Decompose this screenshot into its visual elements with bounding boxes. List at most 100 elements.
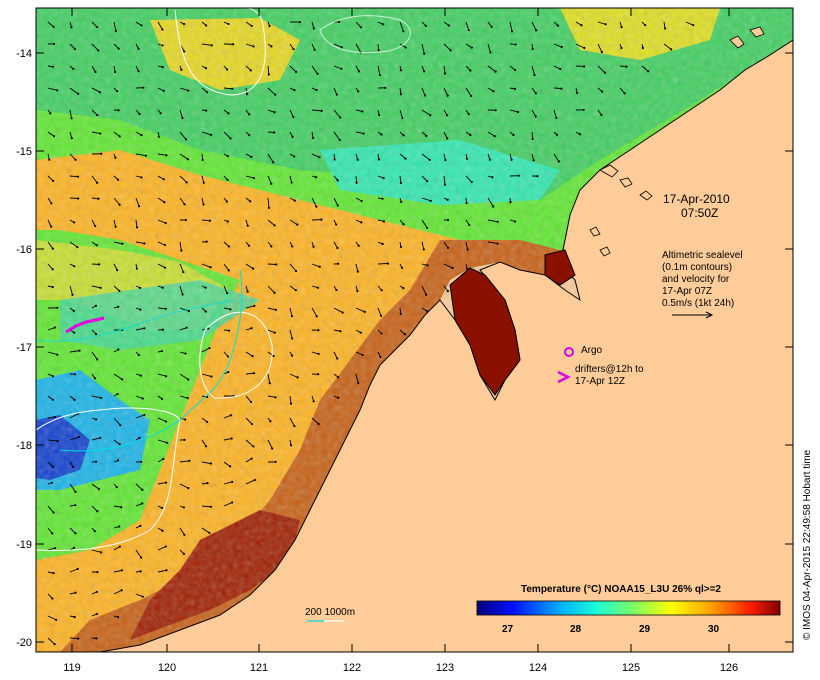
- velocity-arrowhead: [363, 310, 366, 314]
- velocity-arrowhead: [252, 267, 255, 270]
- velocity-arrowhead: [139, 556, 143, 559]
- velocity-arrowhead: [531, 47, 534, 50]
- velocity-arrowhead: [225, 68, 229, 71]
- argo-label: Argo: [581, 345, 603, 356]
- velocity-arrowhead: [380, 289, 383, 292]
- velocity-arrowhead: [163, 243, 167, 247]
- velocity-arrow: [179, 87, 189, 92]
- velocity-arrowhead: [270, 245, 273, 248]
- velocity-arrowhead: [140, 24, 143, 27]
- velocity-arrow: [289, 329, 293, 339]
- velocity-arrowhead: [226, 355, 229, 358]
- velocity-arrowhead: [399, 69, 403, 72]
- velocity-arrowhead: [289, 444, 293, 447]
- velocity-arrow: [377, 307, 382, 317]
- velocity-arrow: [531, 131, 534, 139]
- velocity-arrow: [135, 503, 143, 507]
- velocity-arrowhead: [188, 459, 191, 462]
- velocity-arrowhead: [250, 327, 253, 330]
- velocity-arrowhead: [250, 422, 254, 426]
- velocity-arrow: [47, 21, 54, 28]
- velocity-arrowhead: [400, 200, 403, 203]
- velocity-arrowhead: [164, 221, 167, 225]
- velocity-arrowhead: [161, 286, 164, 289]
- velocity-arrow: [179, 327, 187, 331]
- axis-ticks: [36, 8, 793, 652]
- velocity-arrow: [91, 43, 99, 51]
- velocity-arrowhead: [49, 112, 52, 115]
- velocity-arrowhead: [359, 331, 362, 334]
- velocity-arrowhead: [118, 545, 121, 548]
- velocity-arrow: [201, 505, 211, 508]
- velocity-arrowhead: [341, 311, 344, 314]
- velocity-arrow: [179, 527, 185, 536]
- velocity-arrow: [267, 65, 270, 75]
- y-tick-label: -15: [16, 146, 32, 158]
- velocity-arrow: [179, 395, 188, 399]
- velocity-arrowhead: [99, 132, 102, 135]
- velocity-arrow: [267, 329, 275, 334]
- velocity-arrow: [421, 43, 425, 54]
- velocity-arrowhead: [356, 289, 359, 292]
- velocity-arrowhead: [425, 134, 428, 137]
- velocity-arrow: [69, 637, 79, 640]
- velocity-arrowhead: [73, 373, 76, 376]
- velocity-arrowhead: [93, 377, 97, 380]
- velocity-arrow: [179, 285, 184, 295]
- velocity-arrow: [47, 219, 52, 227]
- velocity-arrowhead: [116, 178, 120, 181]
- velocity-arrowhead: [296, 376, 299, 379]
- velocity-arrowhead: [144, 154, 147, 157]
- velocity-arrow: [355, 307, 365, 313]
- velocity-arrowhead: [496, 220, 499, 223]
- velocity-arrowhead: [135, 267, 139, 270]
- velocity-arrowhead: [95, 637, 98, 640]
- velocity-arrow: [91, 483, 100, 490]
- velocity-arrow: [113, 439, 120, 445]
- velocity-arrow: [355, 131, 364, 134]
- velocity-arrowhead: [184, 352, 187, 355]
- velocity-arrowhead: [97, 197, 100, 200]
- velocity-arrow: [157, 307, 166, 310]
- velocity-arrow: [179, 131, 187, 140]
- velocity-arrowhead: [137, 205, 141, 208]
- velocity-arrowhead: [467, 29, 470, 32]
- velocity-arrowhead: [381, 242, 384, 246]
- velocity-arrow: [91, 87, 101, 93]
- velocity-arrowhead: [252, 45, 255, 48]
- velocity-arrowhead: [95, 418, 98, 421]
- velocity-arrow: [113, 43, 120, 49]
- velocity-arrowhead: [160, 506, 164, 510]
- velocity-arrowhead: [204, 310, 207, 313]
- velocity-arrowhead: [446, 218, 450, 222]
- velocity-arrowhead: [292, 115, 295, 119]
- velocity-arrowhead: [120, 569, 123, 572]
- velocity-arrowhead: [53, 642, 56, 646]
- velocity-arrow: [597, 21, 606, 25]
- velocity-arrowhead: [494, 70, 497, 73]
- velocity-arrowhead: [137, 47, 140, 50]
- velocity-arrowhead: [451, 266, 454, 270]
- velocity-arrow: [289, 417, 295, 427]
- velocity-arrowhead: [446, 198, 449, 201]
- x-tick-label: 125: [621, 662, 641, 674]
- velocity-arrowhead: [114, 29, 118, 33]
- velocity-arrowhead: [275, 263, 278, 266]
- velocity-arrow: [465, 87, 472, 97]
- velocity-arrowhead: [164, 545, 167, 548]
- velocity-arrowhead: [182, 270, 185, 274]
- velocity-arrowhead: [513, 220, 517, 223]
- velocity-arrowhead: [251, 354, 254, 358]
- velocity-arrowhead: [582, 65, 586, 68]
- velocity-arrowhead: [225, 200, 228, 203]
- bathy-contour-2: [36, 299, 236, 342]
- velocity-arrowhead: [182, 506, 185, 509]
- velocity-arrow: [223, 438, 232, 441]
- velocity-arrowhead: [227, 22, 230, 26]
- velocity-arrowhead: [51, 268, 54, 271]
- velocity-arrow: [47, 439, 58, 442]
- velocity-arrow: [135, 395, 143, 399]
- velocity-arrowhead: [291, 245, 294, 248]
- colorbar-title: Temperature (°C) NOAA15_L3U 26% ql>=2: [521, 584, 721, 595]
- velocity-arrow: [267, 395, 276, 398]
